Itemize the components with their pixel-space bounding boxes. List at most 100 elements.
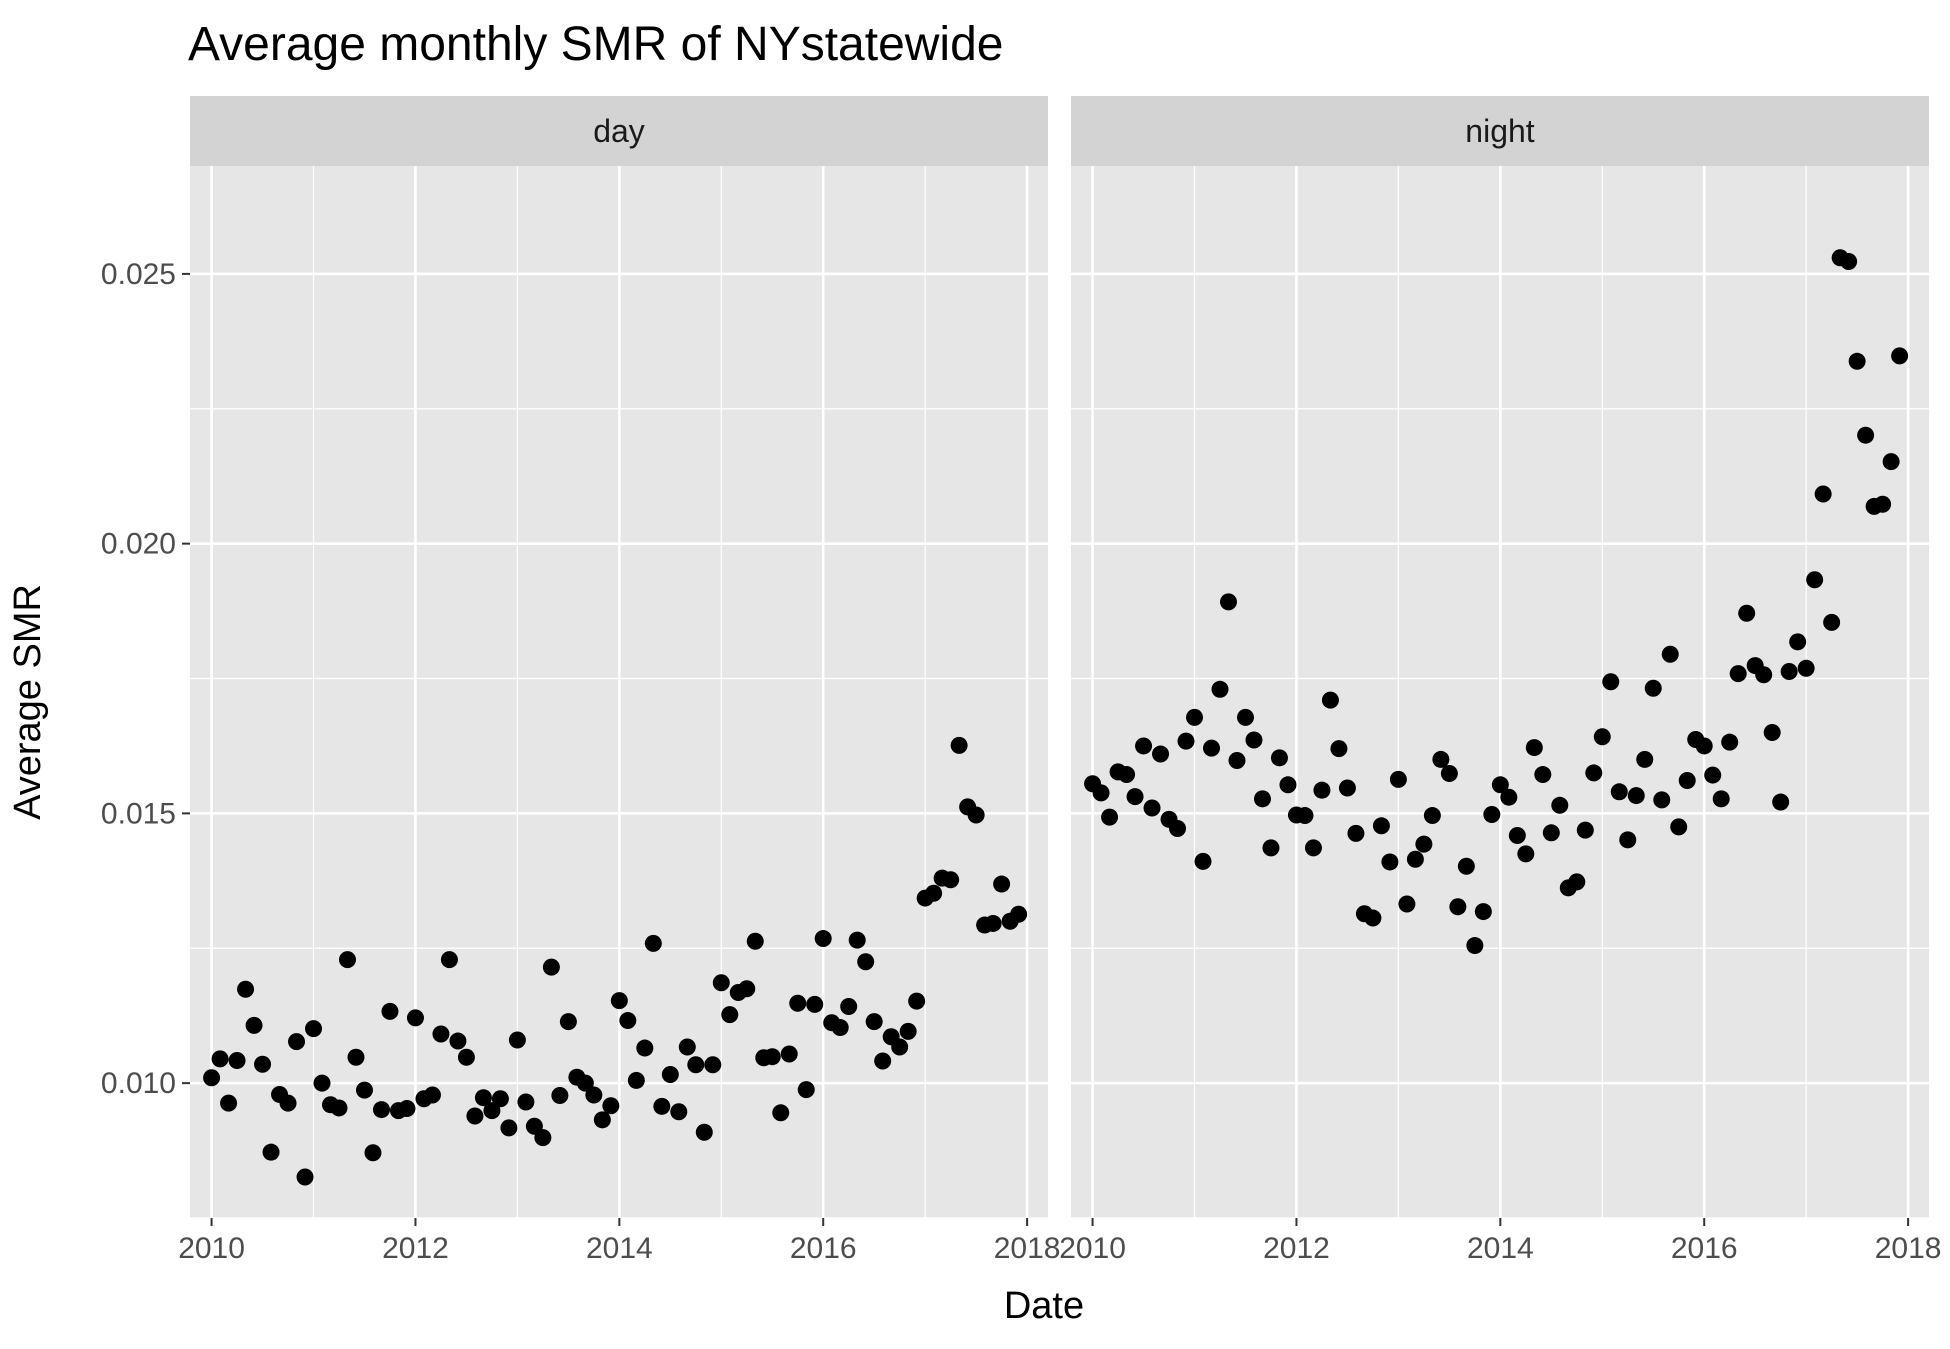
data-point: [1874, 495, 1892, 513]
data-point: [211, 1050, 229, 1068]
data-point: [1304, 839, 1322, 857]
data-point: [721, 1006, 739, 1024]
x-tick-label: 2010: [1059, 1232, 1126, 1265]
data-point: [534, 1129, 552, 1147]
data-point: [1797, 659, 1815, 677]
data-point: [1500, 788, 1518, 806]
y-axis: 0.010 0.015 0.020 0.025: [101, 258, 190, 1100]
data-point: [1525, 739, 1543, 757]
data-point: [338, 951, 356, 969]
data-point: [457, 1048, 475, 1066]
data-point: [789, 994, 807, 1012]
data-point: [1678, 771, 1696, 789]
data-point: [262, 1143, 280, 1161]
data-point: [1203, 739, 1221, 757]
data-point: [254, 1055, 272, 1073]
data-point: [1483, 805, 1501, 823]
data-point: [559, 1013, 577, 1031]
data-point: [806, 995, 824, 1013]
data-point: [1534, 766, 1552, 784]
data-point: [1627, 787, 1645, 805]
data-point: [942, 871, 960, 889]
data-point: [1704, 766, 1722, 784]
data-point: [1474, 903, 1492, 921]
data-point: [432, 1025, 450, 1043]
data-point: [1551, 796, 1569, 814]
data-point: [1177, 732, 1195, 750]
data-point: [508, 1031, 526, 1049]
data-point: [1491, 776, 1509, 794]
data-point: [372, 1101, 390, 1119]
data-point: [1517, 845, 1535, 863]
data-point: [474, 1089, 492, 1107]
data-point: [1262, 839, 1280, 857]
x-tick-label: 2018: [1875, 1232, 1942, 1265]
data-point: [1806, 571, 1824, 589]
data-point: [1279, 776, 1297, 794]
y-tick-label: 0.015: [101, 797, 176, 830]
data-point: [704, 1056, 722, 1074]
data-point: [1457, 857, 1475, 875]
data-point: [203, 1069, 221, 1087]
data-point: [1389, 770, 1407, 788]
data-point: [772, 1104, 790, 1122]
data-point: [1364, 909, 1382, 927]
data-point: [627, 1071, 645, 1089]
data-point: [1661, 645, 1679, 663]
data-point: [1508, 827, 1526, 845]
data-point: [1010, 905, 1028, 923]
data-point: [1313, 781, 1331, 799]
data-point: [1092, 784, 1110, 802]
data-point: [1780, 662, 1798, 680]
data-point: [1219, 593, 1237, 611]
data-point: [406, 1009, 424, 1027]
data-point: [1585, 764, 1603, 782]
data-point: [602, 1097, 620, 1115]
data-point: [1721, 733, 1739, 751]
data-point: [1891, 347, 1909, 365]
data-point: [296, 1168, 314, 1186]
data-point: [491, 1090, 509, 1108]
data-point: [644, 934, 662, 952]
data-point: [347, 1048, 365, 1066]
data-point: [950, 736, 968, 754]
facet-strip: [1071, 96, 1929, 166]
data-point: [653, 1097, 671, 1115]
data-point: [1186, 708, 1204, 726]
data-point: [1398, 895, 1416, 913]
data-point: [288, 1033, 306, 1051]
data-point: [585, 1086, 603, 1104]
data-point: [423, 1086, 441, 1104]
data-point: [398, 1099, 416, 1117]
data-point: [1135, 737, 1153, 755]
data-point: [1126, 788, 1144, 806]
data-point: [1576, 821, 1594, 839]
data-point: [1330, 740, 1348, 758]
data-point: [967, 806, 985, 824]
data-point: [1338, 779, 1356, 797]
data-point: [1211, 680, 1229, 698]
data-point: [245, 1016, 263, 1034]
chart-title: Average monthly SMR of NYstatewide: [188, 18, 1003, 71]
data-point: [891, 1038, 909, 1056]
data-point: [355, 1081, 373, 1099]
data-point: [1466, 937, 1484, 955]
y-tick-label: 0.010: [101, 1067, 176, 1100]
data-point: [449, 1032, 467, 1050]
data-point: [840, 998, 858, 1016]
data-point: [1245, 731, 1263, 749]
data-point: [1101, 808, 1119, 826]
data-point: [1738, 604, 1756, 622]
data-point: [610, 992, 628, 1010]
data-point: [1593, 728, 1611, 746]
data-point: [1619, 831, 1637, 849]
data-point: [1432, 750, 1450, 768]
data-point: [381, 1002, 399, 1020]
data-point: [1423, 807, 1441, 825]
data-point: [1542, 824, 1560, 842]
data-point: [279, 1094, 297, 1112]
x-tick-label: 2014: [586, 1232, 653, 1265]
x-tick-label: 2010: [178, 1232, 245, 1265]
data-point: [1449, 898, 1467, 916]
